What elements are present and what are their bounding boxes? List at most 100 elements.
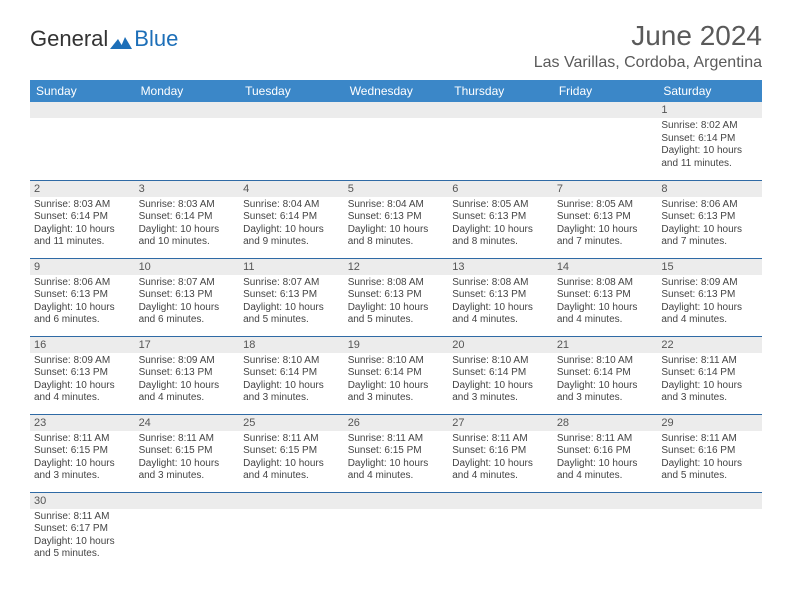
weekday-header-row: Sunday Monday Tuesday Wednesday Thursday… [30,80,762,102]
calendar-cell: 26Sunrise: 8:11 AMSunset: 6:15 PMDayligh… [344,414,449,492]
day-number: 29 [657,415,762,431]
sunset-text: Sunset: 6:14 PM [661,367,758,380]
daylight-text: Daylight: 10 hours and 7 minutes. [661,224,758,249]
calendar-cell: 5Sunrise: 8:04 AMSunset: 6:13 PMDaylight… [344,180,449,258]
daylight-text: Daylight: 10 hours and 3 minutes. [557,380,654,405]
day-details: Sunrise: 8:09 AMSunset: 6:13 PMDaylight:… [30,353,135,407]
calendar-cell: 24Sunrise: 8:11 AMSunset: 6:15 PMDayligh… [135,414,240,492]
calendar-cell: 27Sunrise: 8:11 AMSunset: 6:16 PMDayligh… [448,414,553,492]
day-details: Sunrise: 8:06 AMSunset: 6:13 PMDaylight:… [657,197,762,251]
sunrise-text: Sunrise: 8:04 AM [243,199,340,212]
arrow-icon [110,31,132,47]
sunset-text: Sunset: 6:15 PM [34,445,131,458]
daylight-text: Daylight: 10 hours and 6 minutes. [139,302,236,327]
day-details: Sunrise: 8:08 AMSunset: 6:13 PMDaylight:… [344,275,449,329]
day-number [135,102,240,118]
sunset-text: Sunset: 6:13 PM [348,289,445,302]
day-number: 20 [448,337,553,353]
daylight-text: Daylight: 10 hours and 3 minutes. [661,380,758,405]
sunrise-text: Sunrise: 8:08 AM [557,277,654,290]
day-number: 14 [553,259,658,275]
daylight-text: Daylight: 10 hours and 7 minutes. [557,224,654,249]
sunrise-text: Sunrise: 8:11 AM [661,433,758,446]
calendar-cell: 1Sunrise: 8:02 AMSunset: 6:14 PMDaylight… [657,102,762,180]
day-details [135,509,240,565]
day-details: Sunrise: 8:11 AMSunset: 6:16 PMDaylight:… [448,431,553,485]
day-number [135,493,240,509]
day-number: 15 [657,259,762,275]
daylight-text: Daylight: 10 hours and 4 minutes. [661,302,758,327]
location-text: Las Varillas, Cordoba, Argentina [534,54,762,72]
day-number: 10 [135,259,240,275]
calendar-cell [553,102,658,180]
sunrise-text: Sunrise: 8:03 AM [34,199,131,212]
day-number: 7 [553,181,658,197]
sunrise-text: Sunrise: 8:11 AM [34,433,131,446]
sunset-text: Sunset: 6:13 PM [139,367,236,380]
sunset-text: Sunset: 6:16 PM [557,445,654,458]
calendar-cell [239,492,344,570]
calendar-cell [344,102,449,180]
day-number: 5 [344,181,449,197]
day-details: Sunrise: 8:03 AMSunset: 6:14 PMDaylight:… [135,197,240,251]
sunrise-text: Sunrise: 8:11 AM [139,433,236,446]
day-number: 1 [657,102,762,118]
daylight-text: Daylight: 10 hours and 4 minutes. [348,458,445,483]
daylight-text: Daylight: 10 hours and 8 minutes. [452,224,549,249]
day-details: Sunrise: 8:11 AMSunset: 6:15 PMDaylight:… [135,431,240,485]
daylight-text: Daylight: 10 hours and 11 minutes. [661,145,758,170]
sunset-text: Sunset: 6:13 PM [557,289,654,302]
sunset-text: Sunset: 6:13 PM [139,289,236,302]
sunrise-text: Sunrise: 8:11 AM [34,511,131,524]
weekday-header: Tuesday [239,80,344,102]
day-details: Sunrise: 8:02 AMSunset: 6:14 PMDaylight:… [657,118,762,172]
daylight-text: Daylight: 10 hours and 4 minutes. [139,380,236,405]
day-number: 8 [657,181,762,197]
day-details: Sunrise: 8:10 AMSunset: 6:14 PMDaylight:… [344,353,449,407]
calendar-row: 23Sunrise: 8:11 AMSunset: 6:15 PMDayligh… [30,414,762,492]
day-number [448,102,553,118]
sunset-text: Sunset: 6:14 PM [348,367,445,380]
calendar-cell: 6Sunrise: 8:05 AMSunset: 6:13 PMDaylight… [448,180,553,258]
day-details: Sunrise: 8:09 AMSunset: 6:13 PMDaylight:… [135,353,240,407]
day-details: Sunrise: 8:05 AMSunset: 6:13 PMDaylight:… [448,197,553,251]
weekday-header: Sunday [30,80,135,102]
weekday-header: Wednesday [344,80,449,102]
calendar-cell: 30Sunrise: 8:11 AMSunset: 6:17 PMDayligh… [30,492,135,570]
sunrise-text: Sunrise: 8:10 AM [243,355,340,368]
sunset-text: Sunset: 6:15 PM [243,445,340,458]
logo-text-blue: Blue [134,26,178,52]
calendar-cell: 10Sunrise: 8:07 AMSunset: 6:13 PMDayligh… [135,258,240,336]
sunset-text: Sunset: 6:13 PM [661,211,758,224]
day-details: Sunrise: 8:04 AMSunset: 6:13 PMDaylight:… [344,197,449,251]
page-title: June 2024 [534,20,762,52]
daylight-text: Daylight: 10 hours and 3 minutes. [348,380,445,405]
calendar-cell [448,102,553,180]
sunrise-text: Sunrise: 8:05 AM [452,199,549,212]
calendar-row: 16Sunrise: 8:09 AMSunset: 6:13 PMDayligh… [30,336,762,414]
sunset-text: Sunset: 6:17 PM [34,523,131,536]
calendar-cell: 3Sunrise: 8:03 AMSunset: 6:14 PMDaylight… [135,180,240,258]
day-number: 11 [239,259,344,275]
day-number: 25 [239,415,344,431]
day-details: Sunrise: 8:11 AMSunset: 6:15 PMDaylight:… [30,431,135,485]
daylight-text: Daylight: 10 hours and 5 minutes. [243,302,340,327]
day-details: Sunrise: 8:11 AMSunset: 6:16 PMDaylight:… [553,431,658,485]
calendar-cell [135,492,240,570]
sunrise-text: Sunrise: 8:11 AM [452,433,549,446]
calendar-cell [448,492,553,570]
day-details: Sunrise: 8:09 AMSunset: 6:13 PMDaylight:… [657,275,762,329]
day-details: Sunrise: 8:08 AMSunset: 6:13 PMDaylight:… [448,275,553,329]
sunrise-text: Sunrise: 8:11 AM [348,433,445,446]
day-number [344,102,449,118]
sunset-text: Sunset: 6:13 PM [452,211,549,224]
sunset-text: Sunset: 6:13 PM [661,289,758,302]
day-details [30,118,135,174]
calendar-cell: 16Sunrise: 8:09 AMSunset: 6:13 PMDayligh… [30,336,135,414]
daylight-text: Daylight: 10 hours and 11 minutes. [34,224,131,249]
sunrise-text: Sunrise: 8:05 AM [557,199,654,212]
day-details [657,509,762,565]
daylight-text: Daylight: 10 hours and 4 minutes. [452,458,549,483]
day-number: 19 [344,337,449,353]
calendar-cell: 28Sunrise: 8:11 AMSunset: 6:16 PMDayligh… [553,414,658,492]
